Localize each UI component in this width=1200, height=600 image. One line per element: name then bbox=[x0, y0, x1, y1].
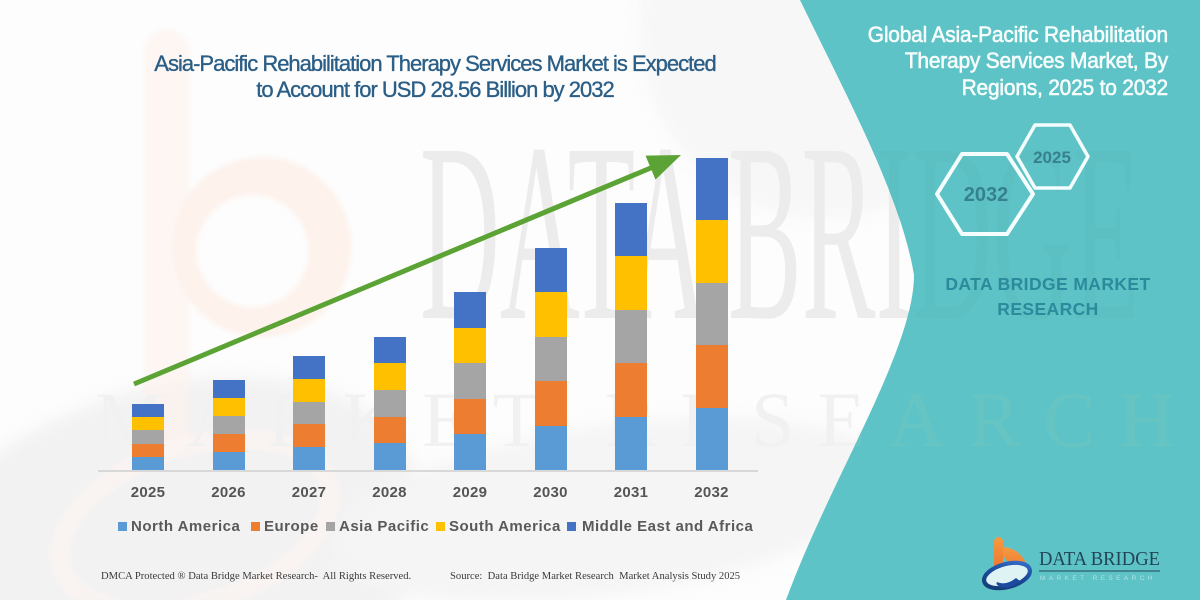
svg-text:DATA BRIDGE: DATA BRIDGE bbox=[1039, 548, 1160, 570]
svg-text:2025: 2025 bbox=[1033, 148, 1071, 167]
svg-text:MARKET RESEARCH: MARKET RESEARCH bbox=[1040, 575, 1156, 582]
svg-text:2032: 2032 bbox=[964, 184, 1009, 206]
